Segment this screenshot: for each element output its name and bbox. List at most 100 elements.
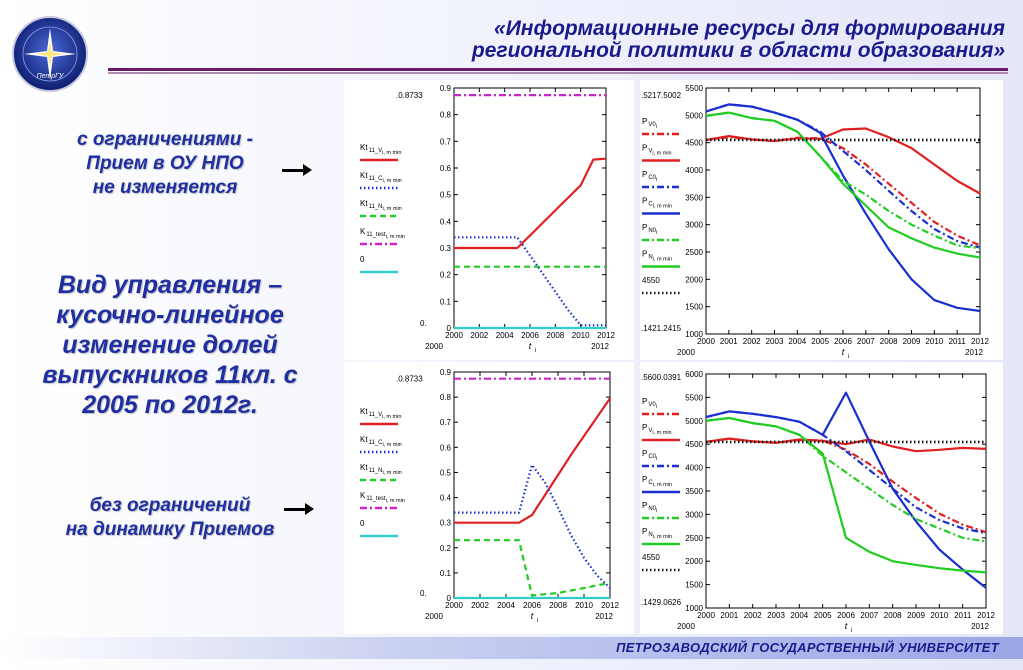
- y-tick-label: 0.5: [440, 191, 452, 200]
- x-min-label: 2000: [677, 622, 695, 631]
- y-min-label: 0.: [420, 589, 427, 598]
- x-axis-label-sub: i: [537, 618, 538, 624]
- legend-label-sub2: i, m min: [652, 151, 671, 157]
- plot-frame: [705, 87, 981, 335]
- y-tick-label: 0: [447, 324, 452, 333]
- x-tick-label: 2005: [811, 337, 829, 346]
- legend-label: K11_testi, m min: [360, 491, 405, 504]
- annotation-with-limits-line: с ограничениями -: [76, 129, 254, 150]
- annotation-no-limits-line: без ограничений: [89, 495, 251, 516]
- legend-label-sub2: i: [656, 508, 657, 514]
- legend-label: PCi, m min: [642, 475, 672, 488]
- x-tick-label: 2008: [884, 611, 902, 620]
- arrow-icon: [284, 503, 314, 515]
- page-title: «Информационные ресурсы для формирования…: [385, 18, 1005, 62]
- annotation-with-limits: с ограничениями - Прием в ОУ НПО не изме…: [40, 128, 290, 200]
- legend-label: PN0i: [642, 223, 657, 236]
- x-max-label: 2012: [595, 612, 613, 621]
- y-tick-label: 0.6: [440, 443, 452, 452]
- legend-label-sub2: i, m min: [382, 178, 401, 184]
- header: ПетрГУ «Информационные ресурсы для форми…: [0, 0, 1023, 92]
- y-tick-label: 0.3: [440, 519, 452, 528]
- x-tick-label: 2002: [744, 611, 762, 620]
- x-tick-label: 2012: [971, 337, 989, 346]
- chart-population-bottom: 1000 1500 2000 2500 3000 3500 4000 4500 5000 5500…: [640, 362, 1003, 634]
- legend-label: PC0i: [642, 170, 657, 183]
- arrow-icon: [282, 164, 312, 176]
- x-tick-label: 2003: [766, 337, 784, 346]
- x-axis-label-sub: i: [535, 348, 536, 354]
- legend-label: PVi, m min: [642, 423, 672, 436]
- legend-label: Kt11_Ci, m min: [360, 435, 402, 448]
- x-tick-label: 2002: [470, 331, 488, 340]
- x-tick-label: 2005: [814, 611, 832, 620]
- legend-label-sub: 11_N: [369, 468, 383, 474]
- y-min-label: .1429.0626: [641, 598, 682, 607]
- annotation-control-line: 2005 по 2012г.: [82, 391, 258, 419]
- y-tick-label: 4000: [685, 464, 703, 473]
- legend-label-sub: 11_V: [369, 412, 383, 418]
- legend-label-sub: 11_test: [366, 496, 386, 502]
- y-tick-label: 3500: [685, 193, 703, 202]
- legend-label: 0: [360, 519, 365, 528]
- y-tick-label: 0.4: [440, 494, 452, 503]
- y-tick-label: 0.8: [440, 111, 452, 120]
- series-line: [705, 136, 981, 247]
- legend-label-sub: N: [648, 532, 652, 538]
- annotation-control-line: изменение долей: [62, 331, 278, 359]
- title-line-2: региональной политики в области образова…: [471, 39, 1005, 62]
- y-tick-label: 5000: [685, 417, 703, 426]
- y-tick-label: 4500: [685, 139, 703, 148]
- plot-frame: [453, 87, 607, 329]
- legend-label: Kt11_Ni, m min: [360, 199, 402, 212]
- y-tick-label: 0.7: [440, 418, 452, 427]
- legend-label: K11_testi, m min: [360, 227, 405, 240]
- legend-label-sub: C0: [648, 454, 656, 460]
- legend-label-sub2: i: [656, 456, 657, 462]
- y-tick-label: 2000: [685, 275, 703, 284]
- legend-label-sub: 11_C: [369, 176, 384, 182]
- x-axis-label-sub: i: [851, 628, 852, 634]
- legend-label: PV0i: [642, 117, 657, 130]
- y-tick-label: 3000: [685, 510, 703, 519]
- legend-label: 4550: [642, 276, 660, 285]
- x-tick-label: 2004: [788, 337, 806, 346]
- x-tick-label: 2006: [837, 611, 855, 620]
- x-tick-label: 2002: [471, 601, 489, 610]
- legend-label: PVi, m min: [642, 144, 672, 157]
- y-tick-label: 0.7: [440, 137, 452, 146]
- series-line: [454, 397, 611, 524]
- legend-label-sub2: i, m min: [382, 414, 401, 420]
- legend-label-sub: N0: [648, 228, 656, 234]
- footer: ПЕТРОЗАВОДСКИЙ ГОСУДАРСТВЕННЫЙ УНИВЕРСИТ…: [0, 637, 1023, 659]
- chart-shares-top-svg: 0 0.1 0.2 0.3 0.4 0.5 0.6 0.7 0.8 0.9 2000 2002 2004…: [360, 84, 615, 354]
- legend-label-sub: 11_test: [366, 232, 386, 238]
- annotation-control-line: Вид управления –: [57, 271, 283, 299]
- y-tick-label: 5000: [685, 111, 703, 120]
- x-tick-label: 2010: [575, 601, 593, 610]
- legend-label-sub2: i, m min: [653, 482, 672, 488]
- x-tick-label: 2008: [546, 331, 564, 340]
- y-tick-label: 0.4: [440, 217, 452, 226]
- annotation-no-limits: без ограничений на динамику Приемов: [30, 494, 310, 542]
- legend-label: Kt11_Vi, m min: [360, 143, 401, 156]
- annotation-control-line: выпускников 11кл. с: [42, 361, 298, 389]
- chart-population-top: 1000 1500 2000 2500 3000 3500 4000 4500 5000 5500…: [640, 80, 1003, 360]
- legend-label-sub2: i, m min: [382, 470, 401, 476]
- x-axis-label: t: [531, 611, 534, 621]
- x-tick-label: 2009: [903, 337, 921, 346]
- x-tick-label: 2001: [720, 337, 738, 346]
- series-line: [705, 391, 987, 589]
- x-tick-label: 2006: [523, 601, 541, 610]
- legend-label-sub: C: [648, 202, 653, 208]
- y-tick-label: 0.1: [440, 297, 452, 306]
- x-tick-label: 2000: [445, 601, 463, 610]
- legend-label-sub: 11_V: [369, 148, 383, 154]
- header-rule-light: [108, 72, 1008, 74]
- x-tick-label: 2007: [860, 611, 878, 620]
- legend-label: PC0i: [642, 449, 657, 462]
- x-tick-label: 2006: [521, 331, 539, 340]
- x-tick-label: 2011: [954, 611, 972, 620]
- legend-label-sub: V0: [648, 122, 656, 128]
- y-max-label: .0.8733: [396, 91, 423, 100]
